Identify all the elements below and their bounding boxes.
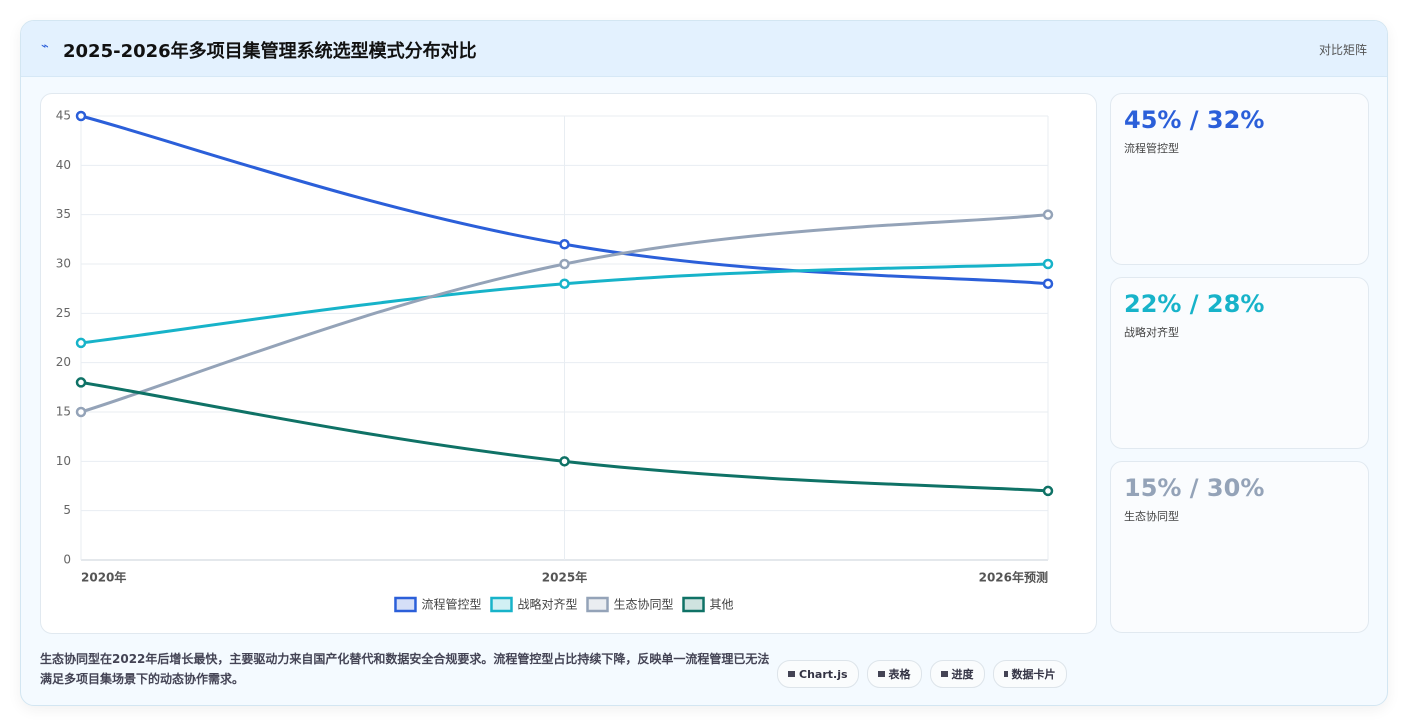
header-action[interactable]: 对比矩阵: [1318, 43, 1367, 57]
card-value: 22% / 28%: [1124, 290, 1265, 318]
y-tick-label: 40: [56, 158, 71, 172]
legend-label: 流程管控型: [421, 597, 481, 612]
point: [559, 278, 570, 289]
y-tick-label: 30: [56, 257, 71, 271]
y-tick-label: 15: [56, 405, 71, 419]
header-title: 2025-2026年多项目集管理系统选型模式分布对比: [63, 41, 477, 62]
point: [75, 337, 87, 349]
card-value: 15% / 30%: [1124, 474, 1265, 502]
chart-panel: 0 5 10 15 20 25 30 35 40 45 2020年 2025年 2026年预测流程管控型…: [40, 93, 1097, 634]
x-tick-label: 2026年预测: [979, 570, 1048, 585]
card-label: 流程管控型: [1124, 142, 1179, 155]
button[interactable]: 进度: [929, 660, 985, 688]
legend-swatch: [394, 596, 417, 613]
legend-swatch: [682, 596, 705, 613]
point: [75, 377, 87, 388]
point: [1042, 485, 1054, 497]
button[interactable]: Chart.js: [777, 660, 859, 688]
point: [1042, 258, 1054, 270]
footer-note: 生态协同型在2022年后增长最快，主要驱动力来自国产化替代和数据安全合规要求。流…: [40, 652, 770, 686]
header: ⌁ 2025-2026年多项目集管理系统选型模式分布对比 对比矩阵: [21, 21, 1387, 77]
stat-card: 15% / 30% 生态协同型: [1110, 461, 1369, 633]
y-tick-label: 10: [56, 454, 71, 468]
point: [75, 406, 87, 418]
point: [559, 456, 570, 467]
button-label[interactable]: Chart.js: [799, 667, 848, 681]
button-group: Chart.js 表格 进度 数据卡片: [777, 660, 1067, 688]
card-label: 战略对齐型: [1124, 326, 1179, 339]
button-label[interactable]: 进度: [951, 668, 974, 681]
stat-card: 45% / 32% 流程管控型: [1110, 93, 1369, 265]
button[interactable]: 表格: [866, 660, 922, 688]
point: [559, 258, 570, 270]
x-tick-label: 2020年: [81, 570, 126, 585]
chart: 0 5 10 15 20 25 30 35 40 45 2020年 2025年 2026年预测流程管控型…: [56, 109, 1054, 613]
y-tick-label: 0: [63, 553, 71, 567]
y-tick-label: 20: [56, 355, 71, 369]
y-tick-label: 45: [56, 109, 71, 123]
y-tick-label: 25: [56, 306, 71, 320]
point: [75, 110, 87, 122]
y-tick-label: 35: [56, 207, 71, 221]
button-label[interactable]: 数据卡片: [1011, 668, 1056, 681]
button-label[interactable]: 表格: [888, 668, 911, 681]
point: [1042, 278, 1054, 289]
y-tick-label: 5: [63, 503, 71, 517]
stat-card: 22% / 28% 战略对齐型: [1110, 277, 1369, 449]
card-label: 生态协同型: [1124, 510, 1179, 523]
header-icon: ⌁: [41, 39, 49, 54]
point: [559, 239, 570, 250]
point: [1042, 209, 1054, 220]
legend-label: 战略对齐型: [517, 597, 577, 612]
legend-swatch: [586, 596, 609, 613]
legend-label: 生态协同型: [614, 597, 674, 612]
x-tick-label: 2025年: [542, 570, 587, 585]
dashboard-card: ⌁ 2025-2026年多项目集管理系统选型模式分布对比 对比矩阵 0 5 10 15…: [20, 20, 1388, 706]
legend-label: 其他: [710, 598, 734, 612]
card-value: 45% / 32%: [1124, 106, 1265, 134]
button[interactable]: 数据卡片: [992, 660, 1067, 688]
legend-swatch: [490, 596, 513, 613]
